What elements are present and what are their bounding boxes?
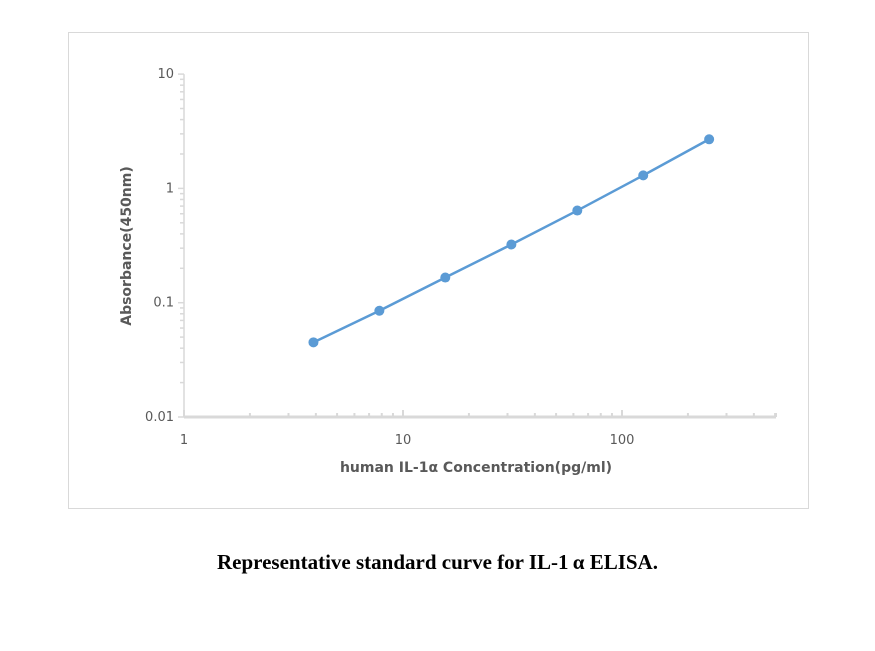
chart-caption: Representative standard curve for IL-1 α…: [217, 550, 658, 574]
chart-frame: [68, 32, 809, 509]
data-point: [308, 337, 319, 348]
data-point: [638, 170, 649, 181]
y-tick-label: 1: [166, 181, 174, 196]
data-point: [506, 239, 517, 250]
x-tick-label: 1: [180, 433, 188, 448]
y-tick-label: 0.01: [145, 410, 174, 425]
data-point: [440, 272, 451, 283]
data-point: [572, 205, 583, 216]
y-tick-label: 10: [157, 67, 174, 82]
data-point: [704, 134, 715, 145]
y-axis-label: Absorbance(450nm): [119, 166, 135, 326]
data-point: [374, 305, 385, 316]
x-axis-label: human IL-1α Concentration(pg/ml): [340, 460, 612, 476]
y-tick-label: 0.1: [153, 296, 174, 311]
x-tick-label: 10: [395, 433, 412, 448]
x-tick-label: 100: [610, 433, 635, 448]
